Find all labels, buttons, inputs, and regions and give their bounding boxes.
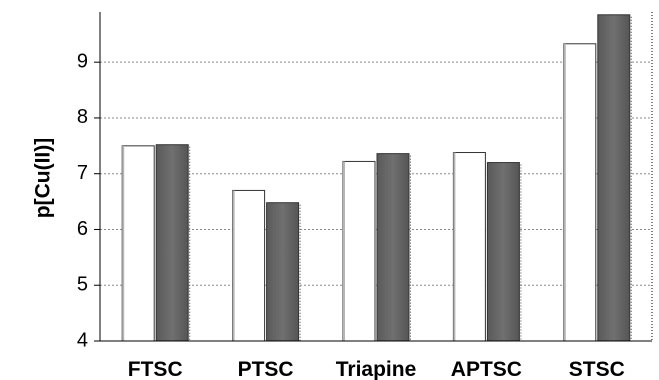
y-tick-label: 9 bbox=[77, 50, 88, 72]
bar-series-2-triapine bbox=[376, 153, 410, 342]
y-tick-label: 8 bbox=[77, 106, 88, 128]
bar-series-1-aptsc bbox=[452, 152, 486, 342]
x-category-label: FTSC bbox=[128, 358, 183, 380]
bar-series-1-ptsc bbox=[232, 189, 266, 342]
x-category-label: PTSC bbox=[238, 358, 294, 380]
bar-series-1-stsc bbox=[563, 43, 597, 342]
y-axis-title: p[Cu(II)] bbox=[32, 138, 55, 218]
x-category-label: APTSC bbox=[451, 358, 522, 380]
bar-series-2-ptsc bbox=[266, 202, 300, 342]
bars bbox=[121, 14, 632, 342]
bar-series-2-ftsc bbox=[155, 144, 189, 342]
axes bbox=[94, 12, 653, 342]
x-category-label: Triapine bbox=[336, 358, 417, 380]
x-category-labels: FTSC PTSC Triapine APTSC STSC bbox=[128, 358, 625, 380]
bar-series-1-ftsc bbox=[121, 145, 155, 342]
y-tick-labels: 4 5 6 7 8 9 bbox=[77, 50, 88, 351]
bar-series-2-stsc bbox=[597, 14, 631, 342]
y-tick-label: 4 bbox=[77, 329, 88, 351]
gridlines bbox=[100, 61, 652, 286]
x-category-label: STSC bbox=[569, 358, 625, 380]
y-tick-label: 6 bbox=[77, 218, 88, 240]
y-tick-label: 5 bbox=[77, 274, 88, 296]
y-tick-label: 7 bbox=[77, 162, 88, 184]
bar-series-2-aptsc bbox=[486, 162, 520, 342]
bar-series-1-triapine bbox=[342, 160, 376, 342]
